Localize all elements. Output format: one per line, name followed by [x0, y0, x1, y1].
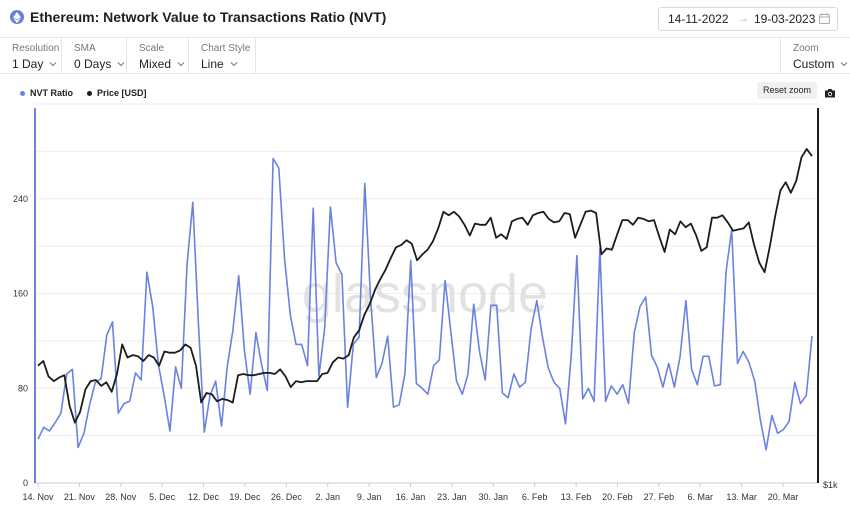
chevron-down-icon	[177, 62, 185, 67]
watermark-glassnode: glassnode	[302, 264, 548, 324]
label-layer: 14. Nov 21. Nov 28. Nov 5. Dec 12. Dec 19. De…	[13, 194, 838, 502]
chart-style-value-wrap: Line	[201, 57, 255, 71]
page-title: Ethereum: Network Value to Transactions …	[30, 9, 387, 25]
axis-layer	[34, 108, 819, 487]
ethereum-icon	[10, 10, 24, 24]
sma-value: 0 Days	[74, 57, 112, 71]
date-range-picker[interactable]: 14-11-2022 → 19-03-2023	[658, 7, 838, 31]
price-line[interactable]	[37, 148, 813, 424]
scale-value-wrap: Mixed	[139, 57, 188, 71]
sma-label: SMA	[74, 43, 96, 54]
chart-legend: NVT Ratio Price [USD]	[20, 88, 147, 98]
calendar-icon[interactable]	[819, 13, 830, 27]
x-tick-label: 13. Feb	[561, 492, 592, 502]
grid-layer	[35, 103, 818, 437]
nvt-legend-dot	[20, 90, 25, 96]
x-tick-label: 5. Dec	[149, 492, 176, 502]
x-tick-label: 13. Mar	[726, 492, 757, 502]
series-layer	[37, 148, 813, 451]
x-tick-label: 12. Dec	[188, 492, 220, 502]
zoom-label: Zoom	[793, 43, 819, 54]
date-end-field[interactable]: 19-03-2023	[754, 12, 816, 26]
chevron-down-icon	[840, 62, 848, 67]
zoom-value: Custom	[793, 57, 835, 71]
x-tick-label: 9. Jan	[357, 492, 382, 502]
x-tick-label: 14. Nov	[22, 492, 54, 502]
right-axis-label: $1k	[823, 480, 838, 490]
sma-value-wrap: 0 Days	[74, 57, 126, 71]
resolution-value-wrap: 1 Day	[12, 57, 61, 71]
chart-style-select[interactable]: Chart Style Line	[189, 38, 256, 74]
camera-icon[interactable]	[824, 85, 836, 103]
reset-zoom-button[interactable]: Reset zoom	[757, 82, 817, 99]
chart-style-value: Line	[201, 57, 224, 71]
title-wrap: Ethereum: Network Value to Transactions …	[10, 9, 386, 25]
x-tick-label: 19. Dec	[229, 492, 261, 502]
resolution-value: 1 Day	[12, 57, 44, 71]
resolution-label: Resolution	[12, 43, 60, 54]
scale-select[interactable]: Scale Mixed	[127, 38, 189, 74]
x-tick-label: 27. Feb	[644, 492, 675, 502]
scale-label: Scale	[139, 43, 165, 54]
x-tick-label: 28. Nov	[105, 492, 137, 502]
x-tick-label: 21. Nov	[64, 492, 96, 502]
x-tick-label: 23. Jan	[437, 492, 467, 502]
legend-label-nvt: NVT Ratio	[30, 88, 74, 98]
legend-item-nvt[interactable]: NVT Ratio	[20, 88, 73, 98]
x-tick-label: 6. Mar	[687, 492, 713, 502]
price-legend-dot	[87, 90, 93, 96]
x-tick-label: 20. Mar	[768, 492, 799, 502]
y-tick-label: 160	[13, 289, 28, 299]
chart-style-label: Chart Style	[201, 43, 251, 54]
chart-controls: Resolution 1 Day SMA 0 Days Scale Mixed …	[0, 38, 850, 74]
x-tick-label: 20. Feb	[602, 492, 633, 502]
y-tick-label: 80	[18, 383, 28, 393]
chart-header: Ethereum: Network Value to Transactions …	[0, 0, 850, 38]
zoom-select[interactable]: Zoom Custom	[780, 38, 850, 74]
scale-value: Mixed	[139, 57, 172, 71]
x-tick-label: 2. Jan	[315, 492, 340, 502]
x-tick-label: 6. Feb	[522, 492, 548, 502]
legend-item-price[interactable]: Price [USD]	[87, 88, 147, 98]
y-tick-label: 0	[23, 478, 28, 488]
nvt-ratio-line[interactable]	[37, 157, 813, 451]
date-start-field[interactable]: 14-11-2022	[668, 12, 729, 26]
x-tick-label: 30. Jan	[479, 492, 509, 502]
chevron-down-icon	[118, 62, 125, 67]
arrow-right-icon: →	[737, 11, 749, 25]
chevron-down-icon	[230, 62, 238, 67]
x-tick-label: 16. Jan	[396, 492, 426, 502]
resolution-select[interactable]: Resolution 1 Day	[0, 38, 62, 74]
y-tick-label: 240	[13, 194, 28, 204]
legend-label-price: Price [USD]	[97, 88, 147, 98]
sma-select[interactable]: SMA 0 Days	[62, 38, 127, 74]
chevron-down-icon	[50, 62, 57, 67]
zoom-value-wrap: Custom	[793, 57, 850, 71]
x-tick-label: 26. Dec	[271, 492, 303, 502]
